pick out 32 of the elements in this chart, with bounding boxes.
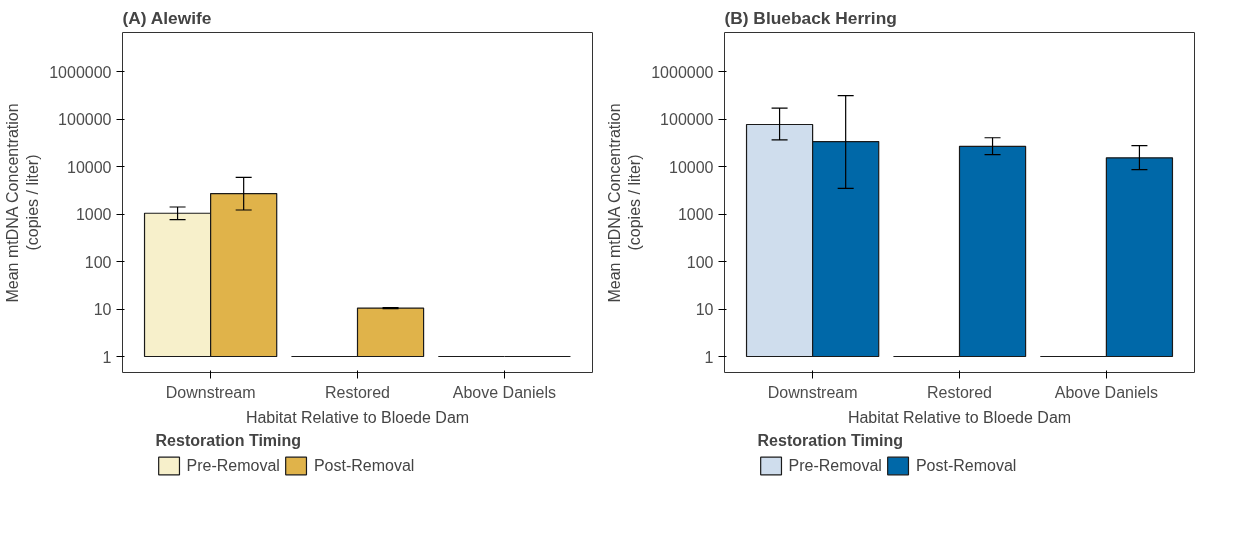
y-tick-label: 100000	[660, 111, 714, 129]
y-tick-label: 10	[93, 301, 112, 319]
x-tick-label: Downstream	[165, 383, 256, 401]
y-tick-label: 100	[84, 253, 112, 271]
x-tick-label: Downstream	[767, 383, 858, 401]
x-tick-label: Above Daniels	[452, 383, 556, 401]
x-tick-label: Above Daniels	[1054, 383, 1158, 401]
chart-title: (A) Alewife	[122, 7, 212, 28]
y-tick-label: 1000000	[651, 63, 714, 81]
y-tick-label: 10000	[67, 158, 112, 176]
y-tick-label: 100	[686, 253, 714, 271]
y-tick-label: 1000	[75, 206, 112, 224]
y-axis-title: Mean mtDNA Concentration (copies / liter)	[3, 103, 42, 303]
x-axis-title: Habitat Relative to Bloede Dam	[245, 408, 470, 426]
legend-label: Post-Removal	[313, 456, 415, 475]
legend-title: Restoration Timing	[155, 431, 303, 450]
y-tick-label: 10	[695, 301, 714, 319]
x-tick-label: Restored	[927, 383, 992, 401]
y-tick-label: 100000	[58, 111, 112, 129]
legend-title: Restoration Timing	[757, 431, 905, 450]
y-tick-label: 1000000	[49, 63, 112, 81]
legend-label: Pre-Removal	[186, 456, 280, 475]
legend-label: Pre-Removal	[788, 456, 882, 475]
y-tick-label: 1	[102, 348, 112, 366]
y-tick-label: 1	[704, 348, 714, 366]
y-tick-label: 1000	[677, 206, 714, 224]
legend-label: Post-Removal	[915, 456, 1017, 475]
x-tick-label: Restored	[325, 383, 390, 401]
chart-title: (B) Blueback Herring	[724, 7, 897, 28]
y-axis-title: Mean mtDNA Concentration (copies / liter)	[605, 103, 644, 303]
y-tick-label: 10000	[669, 158, 714, 176]
x-axis-title: Habitat Relative to Bloede Dam	[847, 408, 1072, 426]
